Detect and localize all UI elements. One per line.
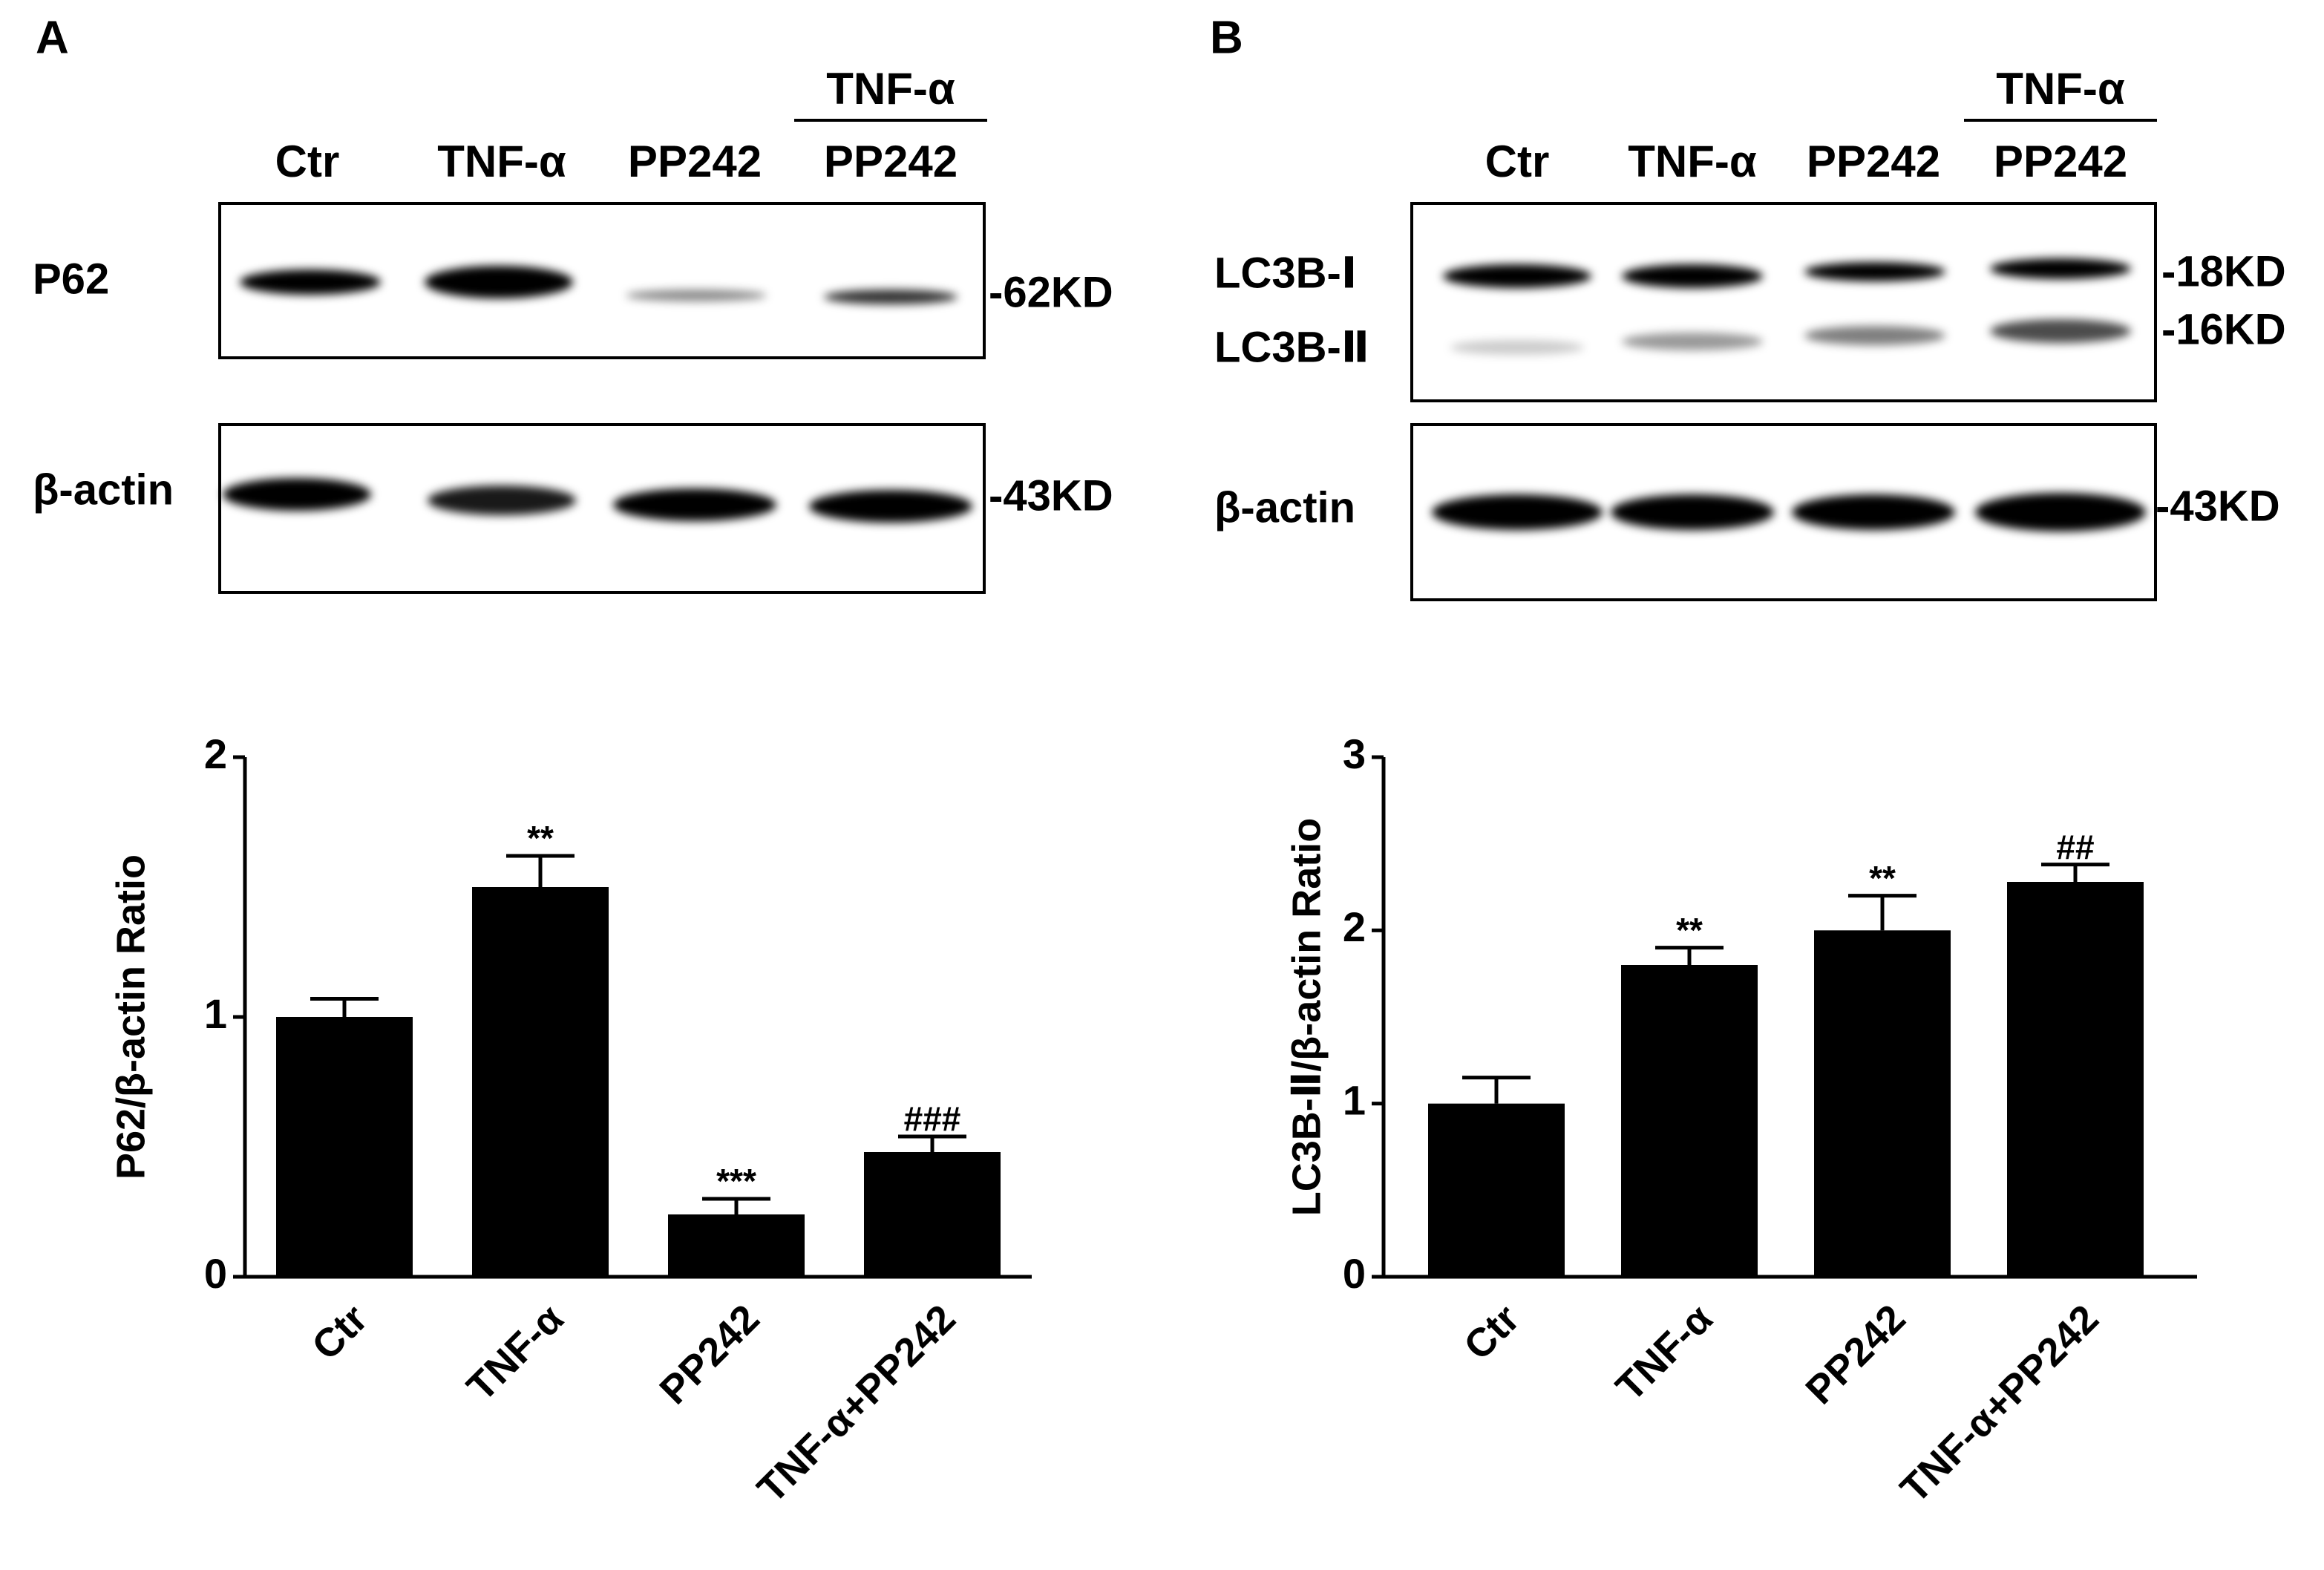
band	[1432, 494, 1603, 530]
blot-box	[1410, 202, 2157, 402]
bar	[1814, 930, 1951, 1277]
lane-label: PP242	[628, 137, 762, 186]
band	[1622, 264, 1763, 288]
bar	[276, 1017, 413, 1277]
panel-label: B	[1210, 12, 1243, 63]
bar	[1428, 1103, 1565, 1277]
y-tick-label: 2	[1343, 903, 1366, 950]
band	[428, 485, 576, 515]
x-tick-label: PP242	[651, 1296, 767, 1413]
bar	[472, 887, 609, 1277]
lane-label: TNF-α	[437, 137, 566, 186]
band	[425, 266, 573, 298]
x-tick-label: TNF-α	[459, 1296, 572, 1410]
marker-label: -43KD	[989, 471, 1113, 520]
significance: **	[1869, 859, 1896, 897]
marker-label: -62KD	[989, 268, 1113, 316]
x-tick-label: PP242	[1797, 1296, 1914, 1413]
band	[1443, 264, 1591, 288]
bands	[223, 266, 972, 523]
bar	[2007, 882, 2144, 1277]
y-tick-label: 0	[1343, 1250, 1366, 1297]
significance: ###	[904, 1099, 961, 1138]
significance: ***	[716, 1162, 756, 1200]
y-tick-label: 1	[1343, 1076, 1366, 1123]
panel-label: A	[36, 12, 69, 63]
x-tick-label: TNF-α+PP242	[1892, 1296, 2107, 1511]
lane-label: PP242	[1994, 137, 2127, 186]
band	[240, 269, 381, 295]
row-label: LC3B-Ⅱ	[1214, 323, 1369, 371]
lane-label: TNF-α	[1628, 137, 1757, 186]
lane-label: Ctr	[275, 137, 340, 186]
row-label: LC3B-Ⅰ	[1214, 249, 1357, 297]
marker-label: -16KD	[2161, 305, 2286, 353]
bar	[668, 1214, 805, 1277]
bar	[864, 1152, 1001, 1277]
band	[1611, 494, 1774, 530]
band	[824, 290, 958, 304]
blot-box	[1410, 423, 2157, 601]
x-tick-label: Ctr	[1456, 1296, 1528, 1369]
marker-label: -43KD	[2156, 482, 2280, 530]
band	[1792, 494, 1955, 530]
band	[809, 490, 972, 523]
band	[1990, 258, 2131, 279]
lane-label: PP242	[1807, 137, 1940, 186]
significance: ##	[2056, 828, 2094, 866]
significance: **	[527, 819, 554, 857]
marker-label: -18KD	[2161, 247, 2286, 295]
band	[613, 488, 776, 521]
x-tick-label: Ctr	[304, 1296, 376, 1369]
band	[1804, 326, 1945, 345]
band	[1990, 319, 2131, 343]
y-tick-label: 3	[1343, 730, 1366, 777]
y-tick-label: 0	[204, 1250, 227, 1297]
group-label: TNF-α	[826, 64, 955, 114]
bar	[1621, 965, 1758, 1277]
significance: **	[1676, 911, 1703, 949]
x-tick-label: TNF-α+PP242	[749, 1296, 964, 1511]
band	[1804, 262, 1945, 281]
lane-label: Ctr	[1485, 137, 1550, 186]
row-label: P62	[33, 255, 109, 303]
y-axis-label: LC3B-Ⅱ/β-actin Ratio	[1284, 818, 1329, 1217]
band	[1975, 493, 2146, 531]
group-label: TNF-α	[1996, 64, 2125, 114]
y-tick-label: 2	[204, 730, 227, 777]
band	[626, 290, 767, 301]
bands	[1432, 258, 2146, 531]
band	[1622, 333, 1763, 350]
band	[223, 478, 371, 511]
blot-box	[218, 423, 986, 594]
row-label: β-actin	[33, 465, 174, 514]
y-tick-label: 1	[204, 990, 227, 1037]
x-tick-label: TNF-α	[1608, 1296, 1721, 1410]
band	[1450, 340, 1584, 355]
row-label: β-actin	[1214, 483, 1355, 531]
y-axis-label: P62/β-actin Ratio	[108, 854, 153, 1180]
blot-box	[218, 202, 986, 359]
lane-label: PP242	[824, 137, 958, 186]
